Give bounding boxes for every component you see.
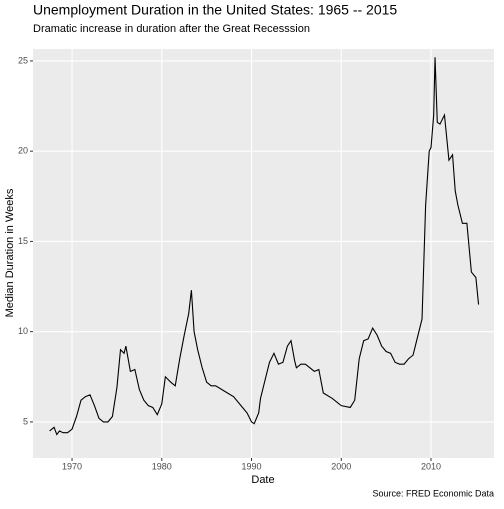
- y-tick-label: 20: [18, 146, 28, 156]
- x-tick-label: 1990: [242, 461, 262, 471]
- x-axis-label: Date: [251, 474, 274, 486]
- panel: [33, 49, 494, 458]
- y-tick-label: 25: [18, 55, 28, 65]
- x-tick-label: 2010: [421, 461, 441, 471]
- x-tick-label: 1980: [152, 461, 172, 471]
- y-axis-label: Median Duration in Weeks: [4, 188, 16, 317]
- y-tick-label: 10: [18, 326, 28, 336]
- y-tick-label: 15: [18, 236, 28, 246]
- caption: Source: FRED Economic Data: [372, 488, 494, 498]
- chart-subtitle: Dramatic increase in duration after the …: [33, 23, 310, 35]
- line: [49, 57, 480, 436]
- x-tick-label: 2000: [331, 461, 351, 471]
- x-tick-label: 1970: [62, 461, 82, 471]
- y-tick-label: 5: [23, 416, 28, 426]
- chart-title: Unemployment Duration in the United Stat…: [33, 2, 397, 18]
